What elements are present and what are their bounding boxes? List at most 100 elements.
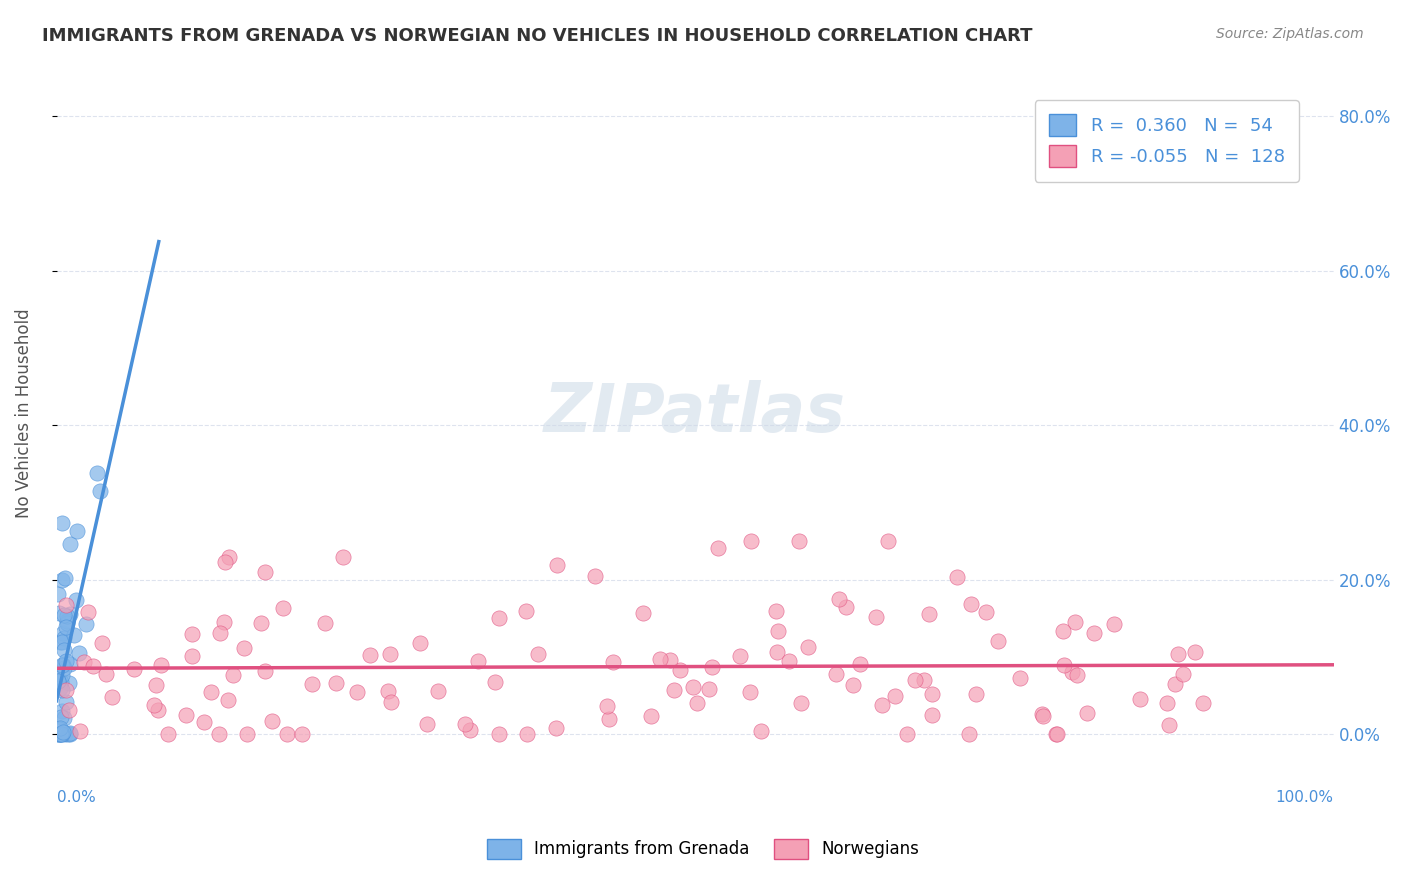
Point [865, 610, 887, 624]
Point [55, 683, 77, 698]
Point [325, 676, 347, 690]
Point [669, 664, 692, 678]
Point [49, 727, 72, 741]
Point [1164, 676, 1187, 690]
Point [515, 604, 537, 618]
Point [1076, 706, 1098, 721]
Point [1192, 697, 1215, 711]
Legend: Immigrants from Grenada, Norwegians: Immigrants from Grenada, Norwegians [481, 832, 925, 866]
Y-axis label: No Vehicles in Household: No Vehicles in Household [15, 309, 32, 518]
Point [48, 607, 70, 621]
Point [51, 658, 73, 673]
Point [59, 726, 82, 740]
Point [697, 682, 720, 697]
Point [301, 677, 323, 691]
Point [52, 661, 75, 675]
Point [1156, 696, 1178, 710]
Point [148, 703, 170, 717]
Point [48, 722, 70, 736]
Point [1173, 666, 1195, 681]
Point [82, 658, 104, 673]
Point [49, 727, 72, 741]
Point [602, 655, 624, 669]
Point [686, 696, 709, 710]
Point [409, 636, 432, 650]
Point [69, 724, 91, 739]
Point [55, 655, 77, 669]
Point [260, 714, 283, 728]
Point [648, 652, 671, 666]
Point [49, 675, 72, 690]
Point [904, 673, 927, 687]
Point [778, 654, 800, 668]
Point [787, 533, 810, 548]
Point [359, 648, 381, 662]
Point [960, 597, 983, 611]
Point [51, 516, 73, 530]
Point [974, 605, 997, 619]
Point [49, 727, 72, 741]
Point [751, 724, 773, 739]
Point [53, 608, 76, 623]
Point [870, 698, 893, 712]
Point [416, 717, 439, 731]
Point [51, 635, 73, 649]
Point [73, 655, 96, 669]
Point [236, 727, 259, 741]
Point [1052, 624, 1074, 639]
Point [1184, 645, 1206, 659]
Point [52, 643, 75, 657]
Point [65, 593, 87, 607]
Point [738, 685, 761, 699]
Point [122, 662, 145, 676]
Point [51, 657, 73, 672]
Point [53, 631, 76, 645]
Point [56, 614, 79, 628]
Point [51, 574, 73, 588]
Point [516, 727, 538, 741]
Point [659, 653, 682, 667]
Point [728, 649, 751, 664]
Point [291, 727, 314, 741]
Point [682, 680, 704, 694]
Point [86, 466, 108, 480]
Point [544, 721, 567, 735]
Point [156, 727, 179, 741]
Text: 0.0%: 0.0% [56, 789, 96, 805]
Point [765, 604, 787, 618]
Point [58, 727, 80, 741]
Point [707, 541, 730, 555]
Point [51, 683, 73, 698]
Point [51, 668, 73, 682]
Point [51, 727, 73, 741]
Point [48, 722, 70, 736]
Point [484, 675, 506, 690]
Point [921, 686, 943, 700]
Point [595, 698, 617, 713]
Point [877, 533, 900, 548]
Point [454, 717, 477, 731]
Point [181, 649, 204, 664]
Point [546, 558, 568, 572]
Point [59, 536, 82, 550]
Point [460, 723, 482, 737]
Point [987, 633, 1010, 648]
Point [640, 709, 662, 723]
Point [46, 674, 69, 689]
Point [142, 698, 165, 712]
Point [250, 615, 273, 630]
Point [77, 605, 100, 619]
Point [1045, 727, 1067, 741]
Point [1167, 648, 1189, 662]
Point [208, 626, 231, 640]
Point [145, 678, 167, 692]
Point [52, 725, 75, 739]
Point [90, 636, 112, 650]
Point [174, 708, 197, 723]
Point [631, 606, 654, 620]
Point [1104, 617, 1126, 632]
Point [662, 682, 685, 697]
Point [53, 727, 76, 741]
Point [58, 675, 80, 690]
Text: 100.0%: 100.0% [1275, 789, 1334, 805]
